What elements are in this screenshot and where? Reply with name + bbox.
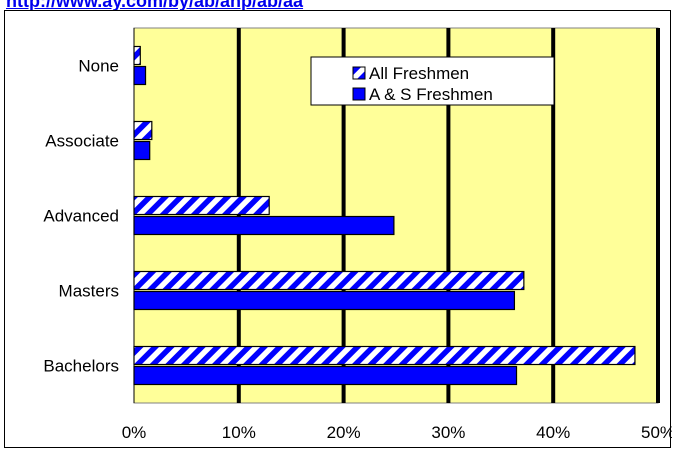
legend-swatch-all-freshmen bbox=[352, 66, 366, 80]
bar-associate-a-s-freshmen bbox=[133, 140, 151, 161]
x-tick-50: 50% bbox=[641, 423, 672, 442]
bar-masters-all-freshmen bbox=[133, 270, 525, 291]
bar-chart: None Associate Advanced Masters Bachelors 0%… bbox=[43, 27, 672, 442]
legend-swatch-as-freshmen bbox=[352, 87, 366, 101]
category-label-advanced: Advanced bbox=[43, 207, 119, 226]
x-tick-labels: 0% 10% 20% 30% 40% 50% bbox=[122, 423, 672, 442]
bars bbox=[133, 45, 636, 386]
legend-label-all-freshmen: All Freshmen bbox=[369, 64, 469, 83]
bar-masters-a-s-freshmen bbox=[133, 290, 516, 311]
category-label-none: None bbox=[78, 57, 119, 76]
bar-advanced-a-s-freshmen bbox=[133, 215, 395, 236]
legend: All Freshmen A & S Freshmen bbox=[310, 56, 555, 106]
x-tick-0: 0% bbox=[122, 423, 147, 442]
header-link[interactable]: http://www.ay.com/by/ab/ahp/ab/aa bbox=[6, 0, 304, 11]
x-tick-10: 10% bbox=[222, 423, 256, 442]
bar-associate-all-freshmen bbox=[133, 120, 153, 141]
bar-bachelors-a-s-freshmen bbox=[133, 365, 518, 386]
x-tick-20: 20% bbox=[327, 423, 361, 442]
legend-label-as-freshmen: A & S Freshmen bbox=[369, 85, 493, 104]
bar-none-a-s-freshmen bbox=[133, 65, 147, 86]
category-label-masters: Masters bbox=[59, 282, 119, 301]
bar-bachelors-all-freshmen bbox=[133, 345, 636, 366]
legend-box bbox=[310, 56, 555, 106]
category-label-associate: Associate bbox=[45, 132, 119, 151]
category-label-bachelors: Bachelors bbox=[43, 357, 119, 376]
bar-advanced-all-freshmen bbox=[133, 195, 270, 216]
bar-none-all-freshmen bbox=[133, 45, 141, 66]
x-tick-40: 40% bbox=[536, 423, 570, 442]
chart-frame: None Associate Advanced Masters Bachelors 0%… bbox=[4, 10, 672, 448]
x-tick-30: 30% bbox=[431, 423, 465, 442]
category-labels: None Associate Advanced Masters Bachelors bbox=[43, 57, 119, 376]
